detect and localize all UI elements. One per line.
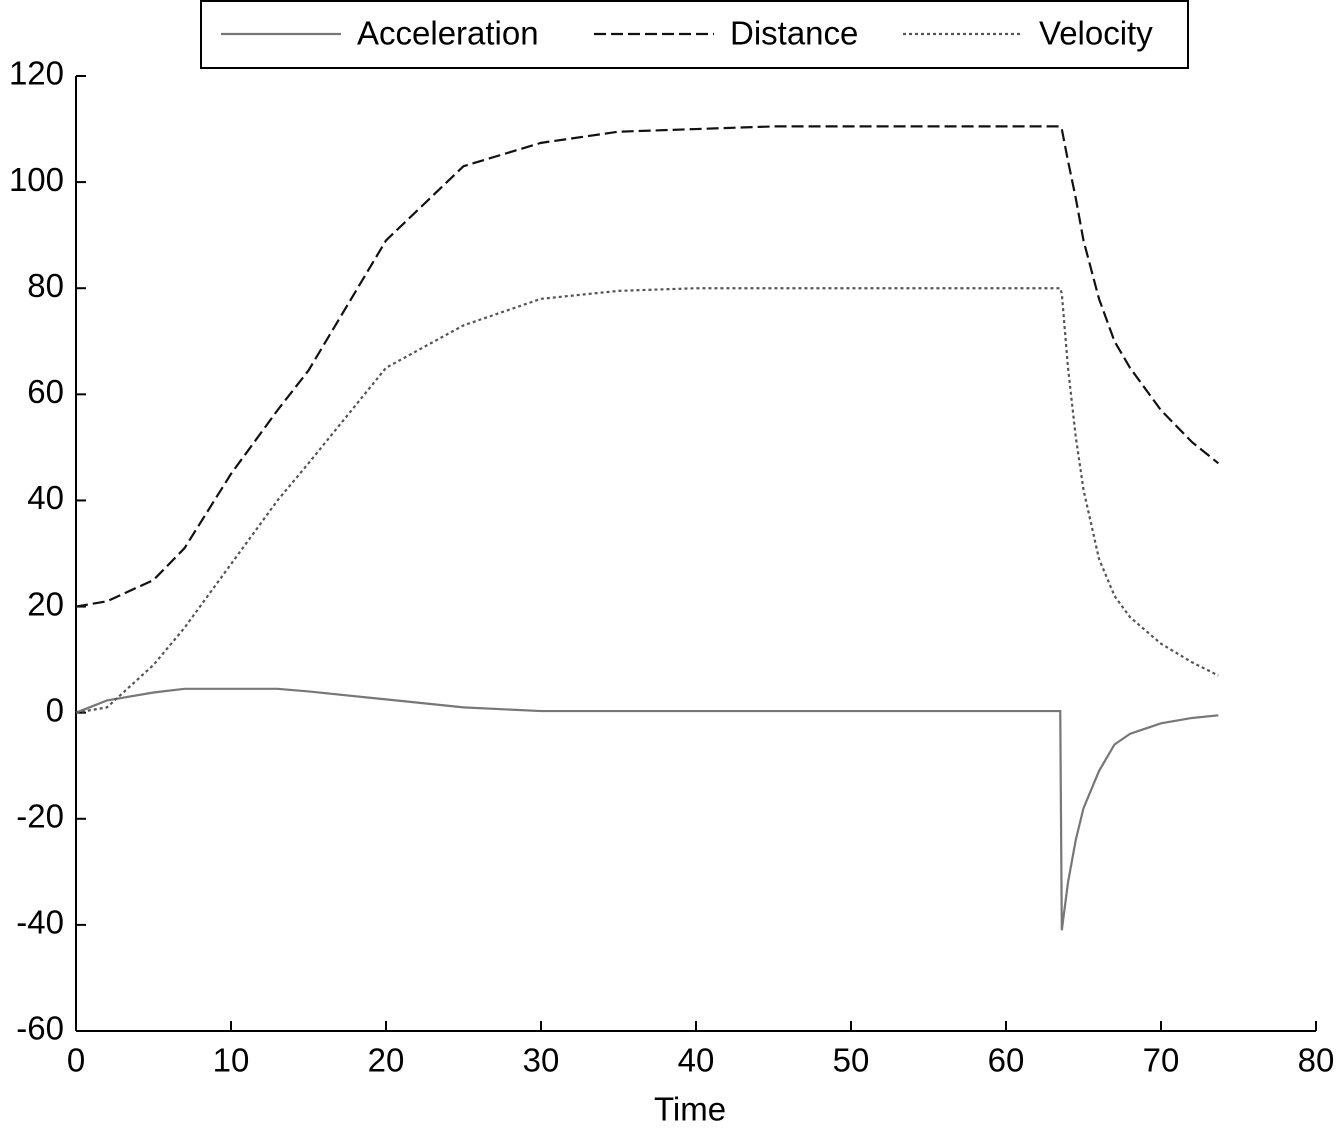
x-tick-label: 60	[988, 1042, 1025, 1079]
x-tick-label: 10	[213, 1042, 250, 1079]
y-tick-label: 80	[27, 267, 64, 304]
series-line	[75, 687, 1219, 931]
y-tick-label: 100	[9, 161, 64, 198]
legend-label: Velocity	[1039, 15, 1153, 52]
x-tick-label: 40	[678, 1042, 715, 1079]
series-line	[75, 125, 1220, 608]
legend-label: Acceleration	[357, 15, 539, 52]
legend-label: Distance	[730, 15, 858, 52]
x-tick-label: 0	[67, 1042, 85, 1079]
x-tick-label: 50	[833, 1042, 870, 1079]
x-tick-label: 80	[1298, 1042, 1335, 1079]
x-tick-label: 70	[1143, 1042, 1180, 1079]
y-tick-label: -40	[16, 904, 64, 941]
y-tick-label: 0	[46, 691, 64, 728]
y-tick-label: -60	[16, 1010, 64, 1047]
y-tick-label: 120	[9, 55, 64, 92]
x-tick-label: 20	[368, 1042, 405, 1079]
x-tick-label: 30	[523, 1042, 560, 1079]
y-tick-label: -20	[16, 797, 64, 834]
legend-box	[200, 0, 1189, 69]
y-tick-label: 60	[27, 373, 64, 410]
series-line	[75, 287, 1219, 714]
y-tick-label: 20	[27, 585, 64, 622]
y-tick-label: 40	[27, 479, 64, 516]
x-axis-label: Time	[654, 1091, 726, 1128]
